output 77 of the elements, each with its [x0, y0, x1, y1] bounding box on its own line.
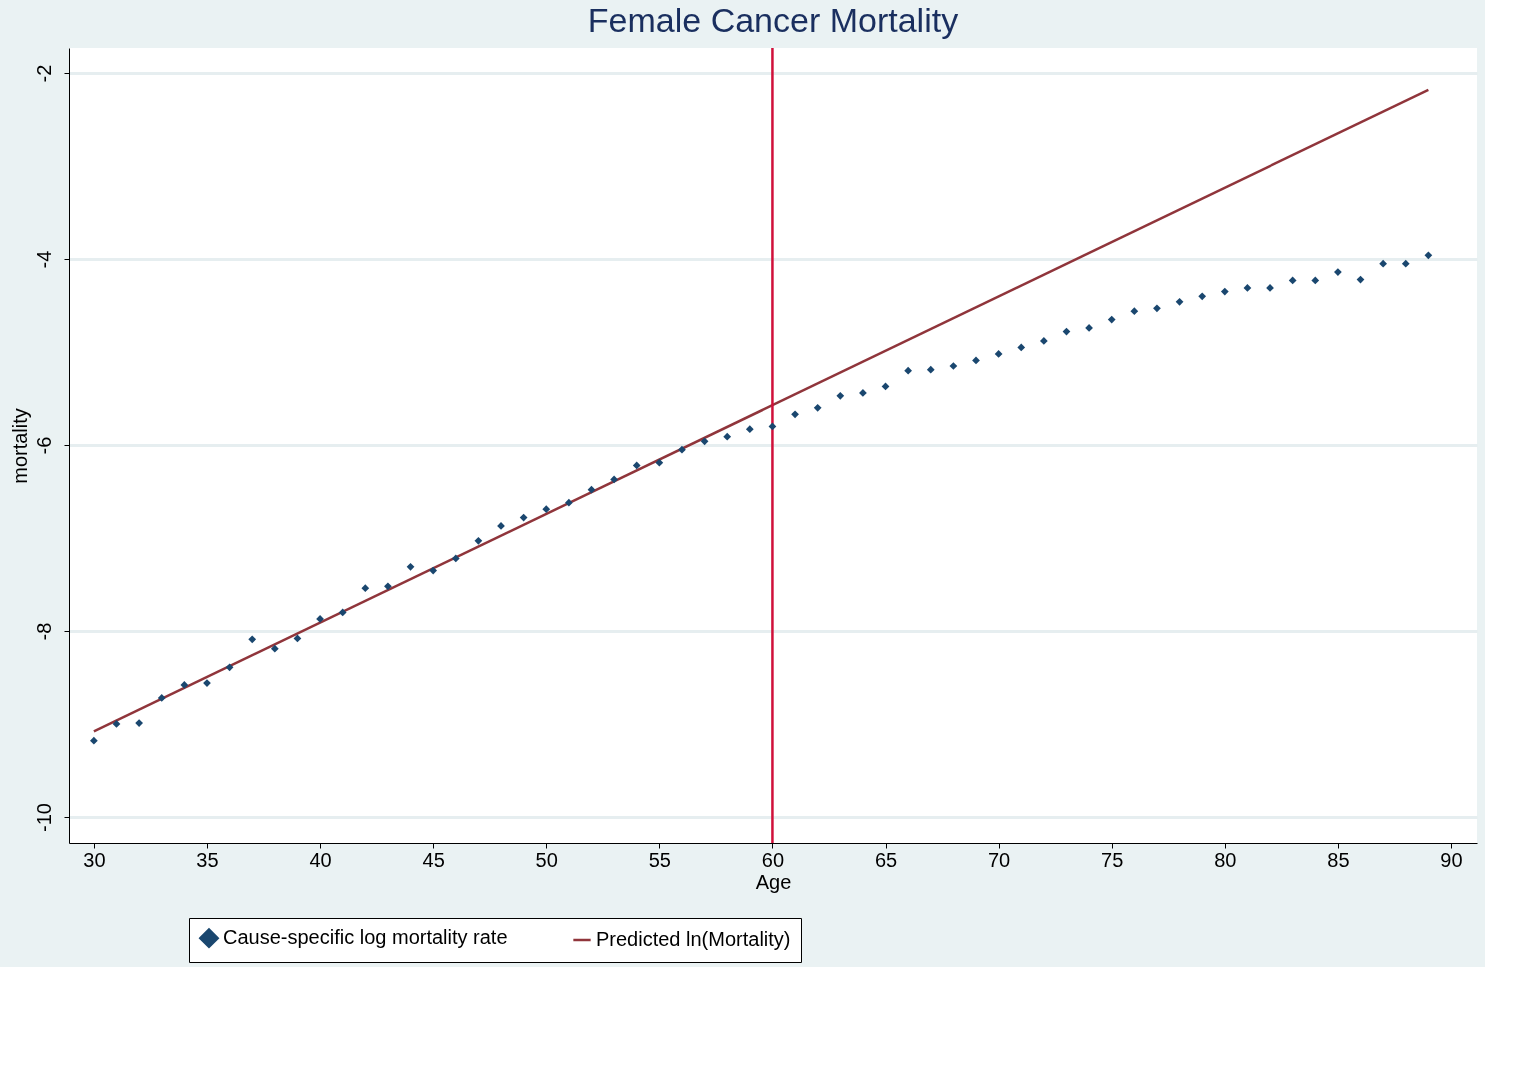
point [90, 736, 98, 745]
point [474, 536, 483, 545]
point [361, 584, 370, 593]
x-axis-title: Age [755, 870, 792, 893]
point [700, 437, 709, 446]
y-tick-label: -8 [32, 622, 55, 641]
y-tick-label: -2 [32, 64, 55, 83]
point [270, 644, 279, 653]
point [972, 356, 980, 365]
point [1424, 251, 1433, 260]
point [768, 422, 777, 431]
point [338, 608, 347, 617]
point [678, 445, 686, 454]
point [316, 615, 324, 623]
x-tick-label: 50 [535, 848, 558, 871]
point [1379, 259, 1388, 268]
y-tick-label: -6 [32, 436, 55, 455]
point [836, 391, 845, 400]
point [406, 562, 415, 571]
point [180, 681, 189, 689]
point [1198, 292, 1207, 301]
point [859, 389, 867, 397]
x-tick-label: 75 [1101, 848, 1124, 871]
point [904, 366, 913, 375]
point [1266, 284, 1274, 292]
point [1130, 307, 1139, 316]
point [519, 513, 528, 522]
x-tick-label: 90 [1440, 848, 1463, 871]
point [610, 475, 618, 484]
point [926, 365, 935, 374]
point [655, 458, 664, 467]
point [587, 485, 596, 494]
point [723, 432, 732, 441]
x-tick-label: 35 [196, 848, 219, 871]
x-tick-label: 45 [422, 848, 445, 871]
point [949, 362, 958, 370]
point [112, 720, 121, 728]
point [542, 505, 551, 514]
y-tick-label: -4 [32, 250, 55, 269]
point [1175, 297, 1184, 306]
point [429, 566, 438, 575]
point [1401, 259, 1410, 268]
point [1085, 324, 1093, 332]
legend-label: Cause-specific log mortality rate [223, 926, 508, 949]
point [1153, 304, 1161, 313]
point [745, 425, 754, 434]
point [632, 461, 641, 470]
point [1107, 315, 1116, 324]
point [1311, 276, 1320, 285]
point [1220, 287, 1229, 296]
point [384, 582, 392, 591]
point [1288, 276, 1297, 285]
point [813, 403, 822, 412]
point [248, 635, 257, 644]
y-axis-title: mortality [8, 408, 31, 484]
point [1039, 337, 1048, 345]
legend-label: Predicted ln(Mortality) [596, 928, 791, 950]
x-tick-label: 70 [987, 848, 1011, 871]
point [565, 498, 573, 507]
point [157, 694, 166, 702]
chart-title: Female Cancer Mortality [587, 0, 959, 39]
x-tick-label: 40 [309, 848, 332, 871]
point [1334, 268, 1342, 276]
x-tick-label: 80 [1214, 848, 1237, 871]
x-tick-label: 55 [648, 848, 671, 871]
point [225, 663, 234, 672]
point [1243, 284, 1252, 292]
point [451, 554, 460, 563]
x-tick-label: 60 [761, 848, 785, 871]
y-tick-label: -10 [32, 803, 55, 832]
x-tick-label: 30 [83, 848, 106, 871]
point [1017, 343, 1026, 352]
x-tick-label: 65 [874, 848, 898, 871]
x-tick-label: 85 [1327, 848, 1350, 871]
point [135, 719, 143, 727]
point [791, 410, 799, 419]
point [994, 350, 1003, 358]
